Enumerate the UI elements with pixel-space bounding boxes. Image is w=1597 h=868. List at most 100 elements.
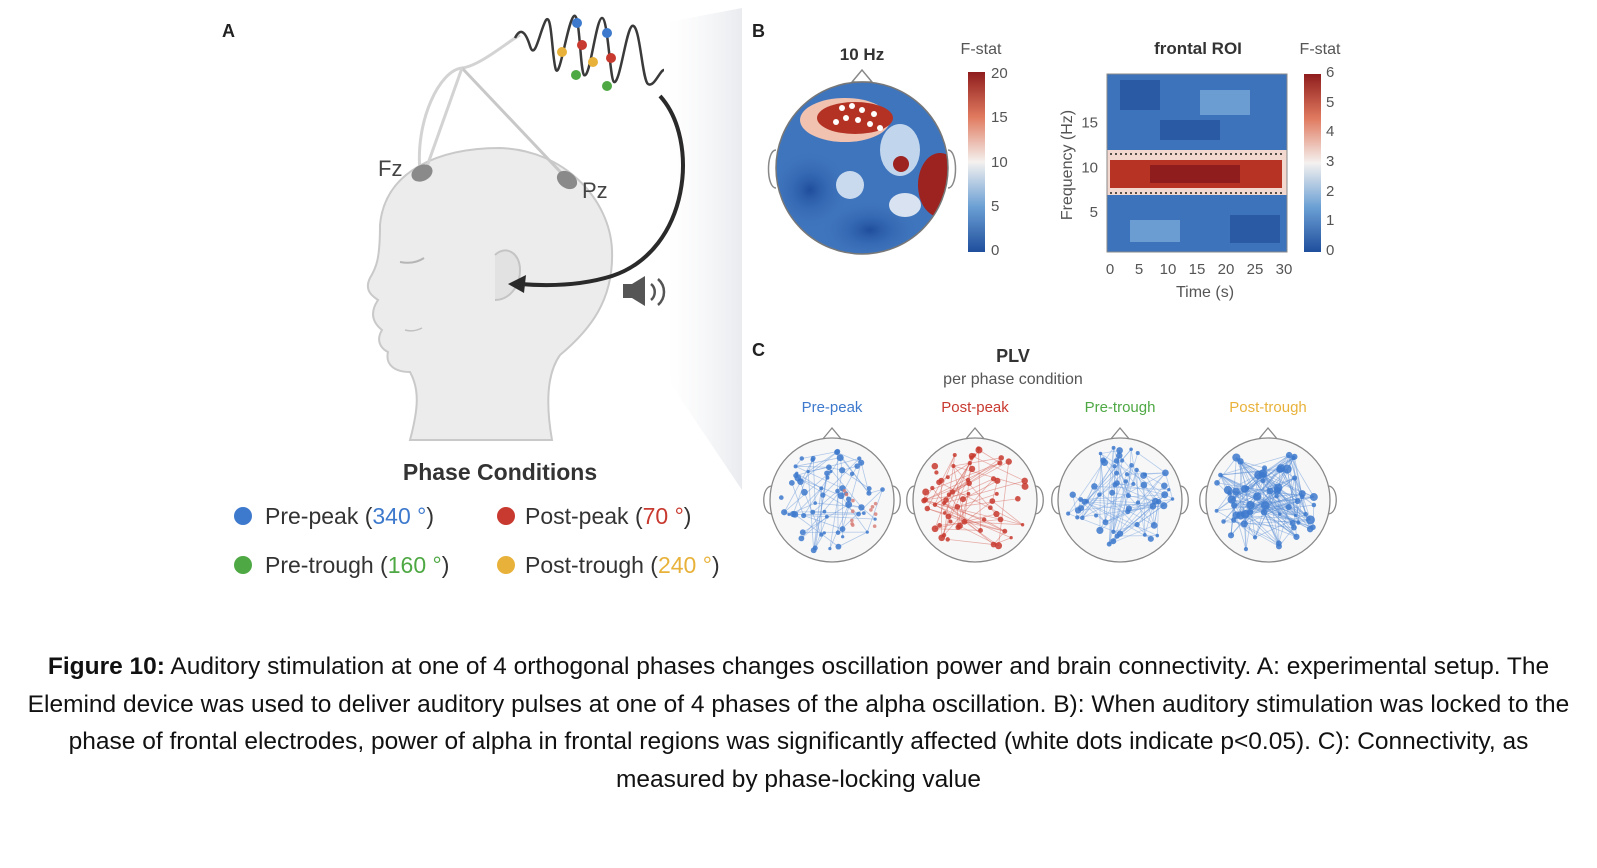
- plv-node: [1260, 501, 1270, 510]
- plv-node: [1120, 458, 1125, 463]
- plv-edge: [1084, 501, 1153, 507]
- plv-edge: [1105, 447, 1114, 523]
- plv-node: [1147, 535, 1154, 542]
- plv-edge: [934, 454, 956, 505]
- plv-edge: [957, 493, 997, 508]
- plv-edge: [952, 479, 969, 493]
- plv-node: [1244, 485, 1250, 491]
- plv-node: [1106, 541, 1112, 547]
- plv-node: [1097, 492, 1102, 497]
- plv-node: [946, 492, 952, 497]
- plv-head-label: Pre-peak: [802, 399, 863, 416]
- plv-edge: [842, 462, 862, 530]
- legend-item-post-trough: Post-trough (240 °): [497, 552, 720, 578]
- plv-edge: [998, 461, 1010, 546]
- plv-edge: [1263, 511, 1297, 538]
- plv-node: [1114, 533, 1120, 539]
- plv-node: [1291, 475, 1298, 481]
- plv-edge: [829, 470, 843, 549]
- plv-node: [858, 504, 865, 511]
- tfr-cbar-tick: 0: [1326, 242, 1334, 259]
- plv-edge: [1235, 457, 1281, 515]
- plv-node: [1260, 472, 1266, 478]
- figure-graphic: A B C Fz Pz: [222, 8, 1341, 578]
- plv-node: [931, 525, 939, 533]
- plv-node: [1221, 519, 1226, 524]
- plv-head-post-trough: Post-trough: [1199, 399, 1337, 563]
- plv-edge: [1276, 490, 1311, 530]
- plv-edge: [991, 480, 998, 502]
- plv-edge: [829, 504, 850, 549]
- plv-edge: [947, 538, 994, 545]
- plv-node: [1162, 469, 1169, 477]
- plv-edge: [1081, 450, 1120, 519]
- plv-node: [990, 541, 997, 548]
- plv-node: [845, 501, 853, 508]
- plv-node: [1002, 528, 1008, 534]
- plv-node: [1276, 465, 1284, 473]
- plv-node: [1214, 508, 1219, 513]
- stimulus-arrow: [519, 94, 685, 288]
- plv-edge: [1223, 473, 1264, 522]
- plv-edge: [1288, 454, 1307, 515]
- topomap-surface: [776, 82, 948, 254]
- plv-node: [1232, 487, 1240, 496]
- plv-edge: [1094, 486, 1152, 540]
- plv-node: [1116, 452, 1123, 459]
- plv-edge: [1240, 515, 1297, 538]
- tfr-y-tick: 5: [1090, 204, 1098, 221]
- plv-node: [931, 462, 939, 470]
- plv-node: [924, 505, 931, 512]
- plv-edge: [934, 504, 965, 523]
- right-ear-icon: [947, 149, 957, 189]
- plv-node: [1306, 526, 1314, 533]
- plv-node: [1123, 479, 1129, 484]
- tfr-title: frontal ROI: [1154, 39, 1242, 58]
- plv-node: [819, 486, 824, 491]
- plv-edge: [812, 490, 838, 513]
- plv-node: [998, 455, 1004, 461]
- plv-edge: [1165, 472, 1173, 500]
- plv-node: [849, 471, 855, 477]
- plv-edge: [939, 519, 1001, 526]
- left-ear-icon: [767, 149, 777, 189]
- plv-edge: [1136, 469, 1155, 526]
- plv-node: [976, 446, 981, 451]
- fz-label: Fz: [378, 156, 402, 181]
- plv-node: [1303, 511, 1309, 517]
- plv-edge: [1086, 460, 1104, 502]
- plv-edge: [797, 477, 842, 497]
- plv-edge: [1295, 496, 1303, 516]
- plv-edge: [1128, 449, 1132, 496]
- plv-node: [1094, 513, 1099, 518]
- plv-node: [1260, 509, 1268, 516]
- plv-node: [788, 480, 795, 486]
- plv-edge: [1250, 504, 1297, 538]
- plv-edge: [943, 502, 1005, 532]
- plv-head-post-peak: Post-peak: [906, 399, 1044, 563]
- plv-node: [865, 530, 869, 534]
- plv-edge: [1086, 455, 1120, 502]
- plv-edge: [807, 451, 838, 472]
- plv-edge: [796, 472, 822, 489]
- plv-node: [866, 490, 872, 496]
- plv-edge: [794, 514, 839, 547]
- plv-node: [824, 470, 830, 477]
- plv-node: [837, 492, 845, 500]
- plv-node: [1112, 464, 1117, 469]
- plv-edge: [978, 448, 981, 531]
- plv-node: [1110, 538, 1117, 545]
- plv-node: [806, 469, 810, 474]
- plv-edge: [1234, 477, 1295, 506]
- plv-node: [835, 488, 840, 494]
- plv-edge: [1130, 449, 1146, 535]
- plv-edge: [1220, 474, 1281, 515]
- plv-edge: [1156, 501, 1160, 536]
- plv-node: [1311, 502, 1317, 508]
- plv-head-outline: [1057, 437, 1183, 563]
- topo-cbar-tick: 10: [991, 154, 1008, 171]
- plv-edge: [1295, 515, 1314, 528]
- plv-node: [835, 543, 842, 550]
- plv-node: [1253, 492, 1262, 501]
- plv-edge: [1236, 457, 1296, 516]
